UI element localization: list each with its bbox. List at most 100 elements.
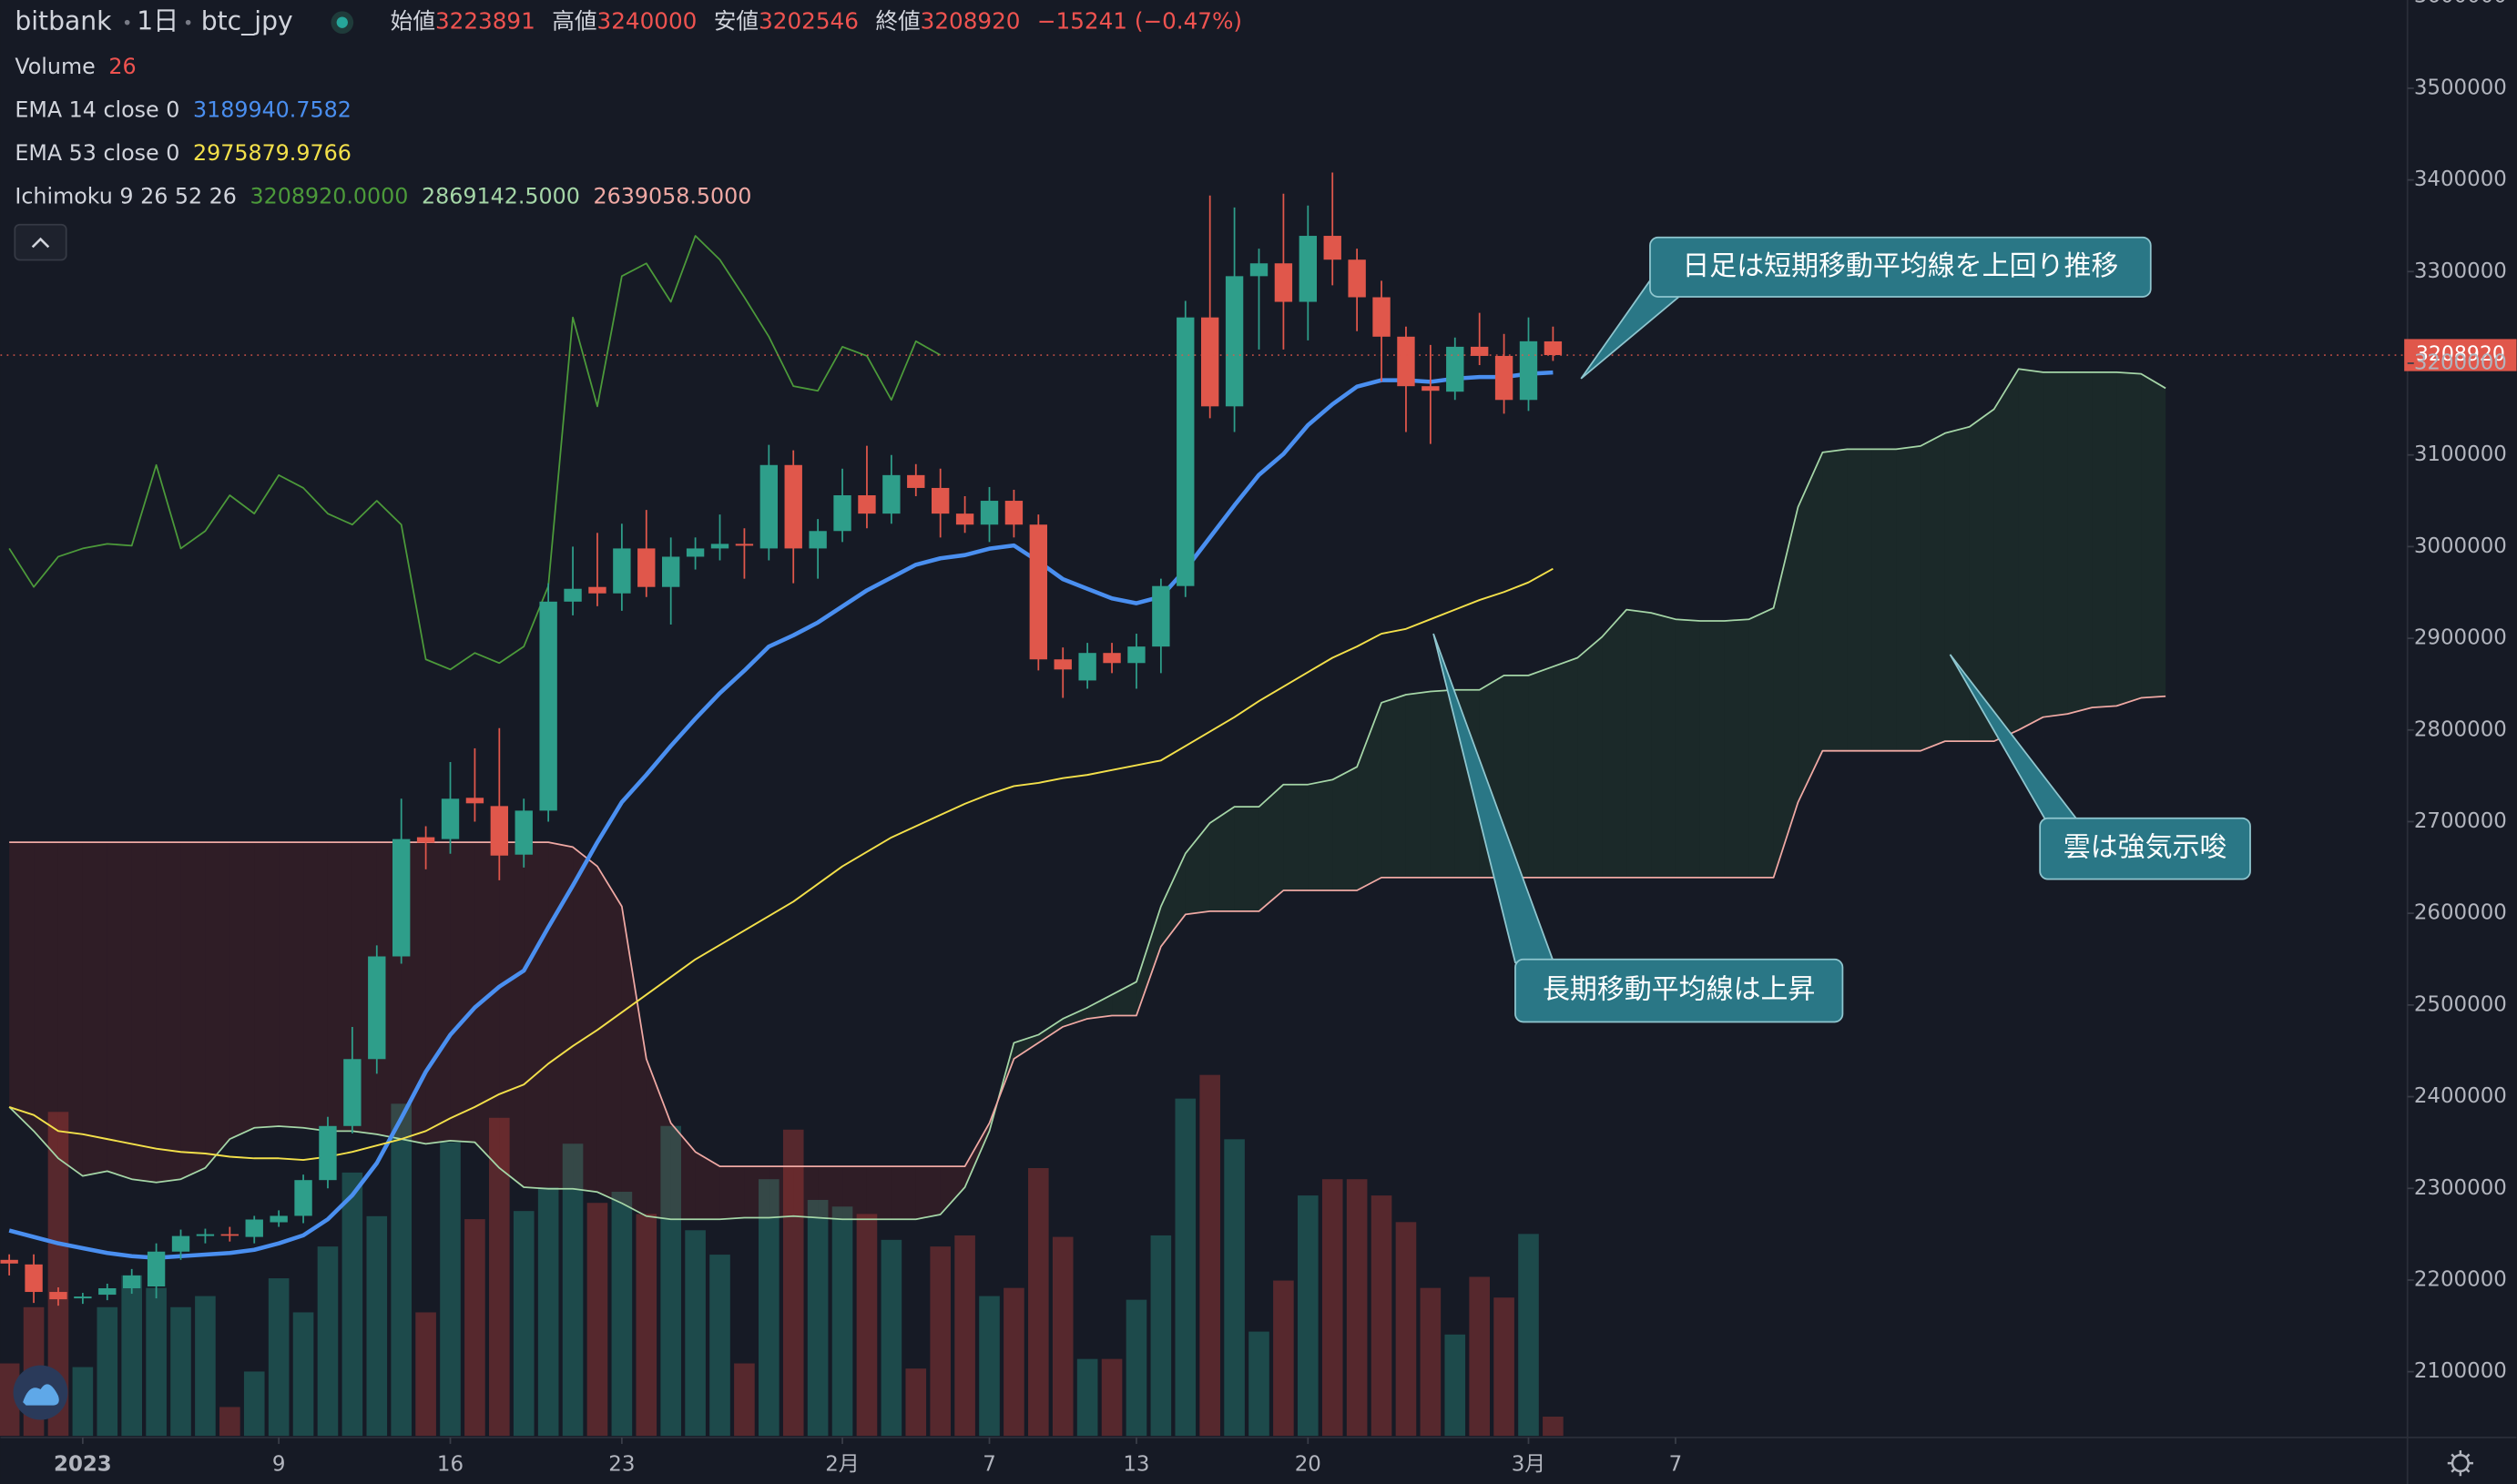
low-label: 安値	[714, 8, 759, 35]
annotation-box	[2039, 817, 2251, 880]
cloud-fill	[1332, 767, 1358, 890]
cloud-fill	[1528, 666, 1554, 878]
volume-bar	[1543, 1417, 1564, 1437]
cloud-fill	[1871, 449, 1897, 751]
volume-bar	[881, 1239, 902, 1437]
volume-bar	[415, 1312, 436, 1437]
cloud-fill	[646, 1059, 671, 1220]
settings-button[interactable]	[2447, 1449, 2473, 1477]
volume-bar	[636, 1214, 657, 1437]
volume-bar	[1469, 1276, 1490, 1437]
volume-bar	[47, 1112, 69, 1437]
chevron-icon[interactable]	[31, 237, 50, 249]
open-label: 始値	[391, 8, 435, 35]
cloud-fill	[1553, 657, 1578, 878]
y-tick-label: 3600000	[2414, 0, 2507, 8]
candle-body	[1519, 341, 1538, 401]
annotation-text: 長期移動平均線は上昇	[1543, 974, 1815, 1006]
x-tick-label: 16	[437, 1452, 464, 1476]
cloud-fill	[1430, 689, 1455, 878]
candle-body	[1029, 524, 1048, 660]
volume-bar	[709, 1255, 730, 1437]
volume-bar	[1150, 1235, 1172, 1437]
volume-bar	[489, 1117, 510, 1437]
high-value: 3240000	[597, 8, 698, 35]
x-tick-label: 13	[1123, 1452, 1149, 1476]
cloud-fill	[793, 1166, 819, 1218]
annotation-box	[1514, 958, 1844, 1023]
y-tick-label: 2100000	[2414, 1359, 2507, 1383]
cloud-fill	[769, 1166, 794, 1218]
cloud-fill	[2092, 371, 2117, 708]
candle-body	[1348, 259, 1366, 298]
cloud-fill	[180, 842, 206, 1180]
annotation-text: 日足は短期移動平均線を上回り推移	[1682, 250, 2118, 282]
y-tick-label: 2700000	[2414, 809, 2507, 833]
cloud-fill	[1822, 449, 1848, 751]
header: bitbank 1日 btc_jpy 始値3223891 高値3240000 安…	[15, 6, 1242, 36]
volume-bar	[195, 1296, 216, 1437]
candle-body	[955, 513, 974, 525]
candle-body	[1323, 236, 1341, 260]
candle-body	[662, 556, 680, 587]
y-tick-label: 2200000	[2414, 1267, 2507, 1291]
low-value: 3202546	[759, 8, 859, 35]
button-frame[interactable]	[14, 223, 67, 261]
candle-body	[1127, 646, 1146, 664]
cloud-fill	[425, 842, 451, 1144]
candle-body	[1200, 317, 1219, 407]
cloud-fill	[450, 842, 475, 1143]
candle-body	[931, 487, 950, 514]
volume-bar	[341, 1172, 363, 1437]
open-value: 3223891	[435, 8, 535, 35]
volume-bar	[856, 1214, 878, 1437]
cloud-fill	[1357, 702, 1382, 890]
candle-body	[759, 464, 779, 549]
x-tick-label: 7	[1669, 1452, 1683, 1476]
volume-bar	[243, 1371, 265, 1437]
cloud-fill	[818, 1166, 843, 1220]
candle-body	[1004, 501, 1024, 525]
legend-ichimoku: Ichimoku 9 26 52 26 3208920.0000 2869142…	[15, 183, 751, 208]
cloud-fill	[964, 1123, 990, 1187]
gear-teeth[interactable]	[2447, 1449, 2473, 1477]
cloud-fill	[107, 842, 132, 1180]
change: −15241 (−0.47%)	[1037, 8, 1242, 35]
volume-bar	[170, 1306, 191, 1437]
volume-bar	[513, 1211, 535, 1437]
span-a-line	[8, 368, 2166, 1221]
volume-bar	[1248, 1331, 1269, 1437]
candle-body	[710, 544, 729, 549]
cloud-fill	[9, 842, 35, 1132]
close-label: 終値	[875, 8, 920, 35]
candle-body	[1078, 653, 1096, 681]
candle-body	[220, 1234, 239, 1236]
volume-bar	[1395, 1222, 1417, 1437]
volume-bar	[121, 1275, 142, 1437]
logo[interactable]	[13, 1365, 68, 1420]
cloud-fill	[1283, 784, 1309, 890]
cloud-fill	[891, 1166, 916, 1220]
cloud-fill	[670, 1123, 696, 1220]
candle-body	[294, 1180, 312, 1216]
cloud-fill	[2141, 373, 2166, 698]
candle-body	[515, 810, 533, 855]
candle-body	[392, 839, 411, 957]
volume-bar	[734, 1363, 755, 1437]
logo-cloud[interactable]	[23, 1384, 59, 1406]
cloud-fill	[1993, 369, 2019, 742]
legend-volume: Volume 26	[15, 54, 136, 79]
ema-line	[8, 567, 1554, 1162]
x-tick-label: 3月	[1512, 1452, 1545, 1476]
candle-body	[490, 806, 509, 856]
candle-body	[809, 531, 827, 549]
volume-bar	[831, 1206, 853, 1437]
cloud-fill	[1405, 691, 1431, 878]
cloud-fill	[915, 1166, 941, 1220]
cloud-fill	[719, 1166, 745, 1220]
candle-body	[980, 501, 999, 525]
y-tick-label: 3200000	[2414, 351, 2507, 375]
collapse-button[interactable]	[14, 223, 67, 261]
volume-bar	[366, 1215, 388, 1437]
